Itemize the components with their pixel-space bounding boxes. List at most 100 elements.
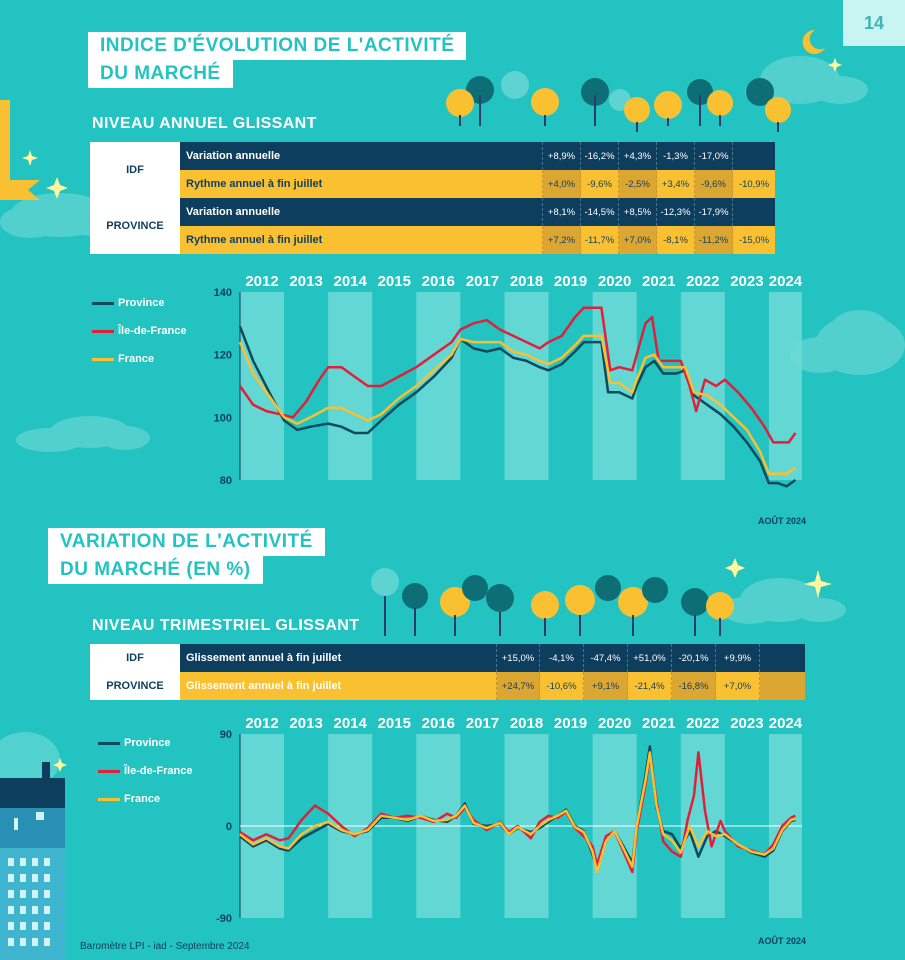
series-line--le-de-france — [238, 306, 797, 444]
year-tick-label: 2024 — [769, 715, 803, 732]
table-cell: +3,4% — [656, 170, 695, 198]
section1-title: INDICE D'ÉVOLUTION DE L'ACTIVITÉ DU MARC… — [88, 32, 467, 88]
table-cell: -14,5% — [580, 198, 619, 226]
series-line-france — [239, 751, 796, 874]
table-cell: -21,4% — [627, 672, 672, 700]
year-band — [504, 292, 549, 480]
y-tick-label: 90 — [220, 729, 232, 741]
section1-table: IDF Variation annuelle +8,9% -16,2% +4,3… — [90, 142, 775, 254]
series-line-province — [238, 326, 797, 488]
moon-icon — [802, 29, 825, 54]
legend-item: Province — [98, 734, 192, 752]
table-cell: +7,0% — [715, 672, 760, 700]
table-cell: -10,6% — [539, 672, 584, 700]
year-tick-label: 2022 — [686, 715, 719, 732]
year-tick-label: 2018 — [510, 273, 543, 290]
table-row: IDF Variation annuelle +8,9% -16,2% +4,3… — [90, 142, 775, 198]
series-line-france — [238, 334, 797, 475]
year-band — [592, 292, 637, 480]
section2-title-line1: VARIATION DE L'ACTIVITÉ — [48, 528, 325, 556]
legend-item: Province — [92, 294, 186, 312]
year-tick-label: 2020 — [598, 715, 631, 732]
table-cell: -20,1% — [671, 644, 716, 672]
year-tick-label: 2016 — [422, 273, 455, 290]
year-tick-label: 2015 — [378, 715, 411, 732]
year-tick-label: 2012 — [245, 715, 278, 732]
y-tick-label: -90 — [216, 913, 232, 925]
legend-item: Île-de-France — [92, 322, 186, 340]
table-cell: +4,3% — [618, 142, 657, 170]
table-cell: +7,2% — [542, 226, 581, 254]
cloud-icon — [790, 310, 905, 375]
region-label: PROVINCE — [90, 672, 180, 700]
table-cell: +15,0% — [496, 644, 540, 672]
region-label: IDF — [90, 142, 180, 198]
table-row: IDF Glissement annuel à fin juillet +15,… — [90, 644, 805, 672]
footer: Baromètre LPI - iad - Septembre 2024 — [80, 941, 250, 952]
table-cell: +9,1% — [583, 672, 628, 700]
year-tick-label: 2023 — [730, 273, 763, 290]
row-label: Rythme annuel à fin juillet — [180, 170, 543, 198]
table-cell: -16,2% — [580, 142, 619, 170]
table-cell: -47,4% — [583, 644, 628, 672]
y-tick-label: 80 — [220, 475, 232, 487]
table-cell — [732, 142, 775, 170]
table-cell: +9,9% — [715, 644, 760, 672]
section2-subtitle: NIVEAU TRIMESTRIEL GLISSANT — [92, 617, 360, 634]
section1-title-line2: DU MARCHÉ — [88, 60, 233, 88]
section2-title: VARIATION DE L'ACTIVITÉ DU MARCHÉ (EN %) — [48, 528, 325, 584]
row-label: Rythme annuel à fin juillet — [180, 226, 543, 254]
table-row: Rythme annuel à fin juillet +7,2% -11,7%… — [90, 226, 775, 254]
table-cell: -17,9% — [694, 198, 733, 226]
legend-item: France — [98, 790, 192, 808]
year-tick-label: 2021 — [642, 273, 675, 290]
region-label: IDF — [90, 644, 180, 672]
table-row: PROVINCE Glissement annuel à fin juillet… — [90, 672, 805, 700]
table-cell: -1,3% — [656, 142, 695, 170]
year-band — [768, 292, 802, 480]
year-tick-label: 2016 — [422, 715, 455, 732]
section1-subtitle: NIVEAU ANNUEL GLISSANT — [92, 115, 317, 132]
legend-item: Île-de-France — [98, 762, 192, 780]
chart2-legend: Province Île-de-France France — [98, 734, 192, 808]
table-cell: +4,0% — [542, 170, 581, 198]
year-tick-label: 2017 — [466, 273, 499, 290]
table-cell: -2,5% — [618, 170, 657, 198]
year-tick-label: 2024 — [769, 273, 803, 290]
year-tick-label: 2015 — [378, 273, 411, 290]
table-row: PROVINCE Variation annuelle +8,1% -14,5%… — [90, 198, 775, 254]
y-tick-label: 0 — [226, 821, 232, 833]
year-tick-label: 2013 — [289, 715, 322, 732]
y-tick-label: 140 — [214, 287, 232, 299]
year-tick-label: 2013 — [289, 273, 322, 290]
row-label: Variation annuelle — [180, 198, 543, 226]
star-icon — [22, 58, 842, 772]
page-number: 14 — [843, 0, 905, 46]
year-band — [328, 292, 373, 480]
row-label: Variation annuelle — [180, 142, 543, 170]
table-cell: -11,7% — [580, 226, 619, 254]
year-tick-label: 2014 — [334, 715, 368, 732]
year-tick-label: 2019 — [554, 273, 587, 290]
y-tick-label: 120 — [214, 350, 232, 362]
legend-item: France — [92, 350, 186, 368]
year-tick-label: 2023 — [730, 715, 763, 732]
table-cell: +24,7% — [496, 672, 540, 700]
chart2-date-label: AOÛT 2024 — [758, 936, 807, 946]
building-icon — [0, 762, 65, 960]
cloud-icon — [16, 416, 150, 452]
table-cell: -9,6% — [580, 170, 619, 198]
table-row: Rythme annuel à fin juillet +4,0% -9,6% … — [90, 170, 775, 198]
table-cell — [759, 672, 805, 700]
chart1-date-label: AOÛT 2024 — [758, 516, 807, 526]
cloud-icon — [722, 578, 846, 624]
trees-middle — [371, 568, 734, 636]
year-tick-label: 2021 — [642, 715, 675, 732]
table-cell: +51,0% — [627, 644, 672, 672]
table-cell: -12,3% — [656, 198, 695, 226]
year-tick-label: 2019 — [554, 715, 587, 732]
section1-title-line1: INDICE D'ÉVOLUTION DE L'ACTIVITÉ — [88, 32, 467, 60]
table-cell: +8,1% — [542, 198, 581, 226]
y-tick-label: 100 — [214, 412, 232, 424]
